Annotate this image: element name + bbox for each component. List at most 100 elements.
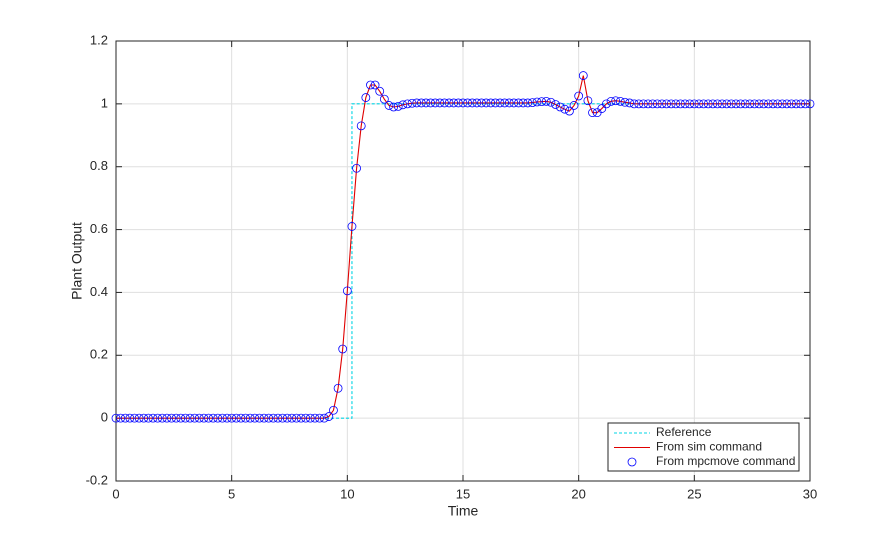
marker — [546, 97, 556, 107]
marker — [185, 413, 195, 423]
marker — [241, 413, 250, 423]
y-tick-label: 0.2 — [90, 347, 108, 362]
x-axis-label: Time — [448, 503, 479, 519]
marker — [370, 80, 380, 90]
marker — [574, 91, 584, 101]
x-tick-label: 30 — [803, 486, 817, 501]
marker — [699, 99, 708, 109]
marker — [435, 98, 445, 108]
marker — [264, 413, 274, 423]
marker — [199, 413, 209, 423]
legend-label: Reference — [656, 425, 712, 439]
marker — [726, 99, 736, 109]
marker — [204, 413, 213, 423]
marker — [514, 98, 523, 108]
marker — [652, 99, 662, 109]
marker — [518, 98, 528, 108]
marker — [194, 413, 204, 423]
marker — [361, 93, 371, 102]
marker — [583, 96, 593, 106]
marker — [643, 99, 653, 109]
marker — [528, 98, 537, 107]
y-tick-label: 0.8 — [90, 158, 108, 173]
marker — [565, 106, 574, 116]
marker — [662, 99, 671, 109]
marker — [222, 413, 232, 423]
marker — [134, 413, 144, 423]
marker — [125, 413, 135, 423]
marker — [208, 413, 218, 423]
marker — [773, 99, 783, 109]
marker — [352, 163, 361, 173]
marker — [713, 99, 722, 109]
marker — [754, 99, 764, 109]
marker — [555, 102, 565, 112]
marker — [763, 99, 773, 109]
marker — [768, 99, 778, 109]
marker — [606, 96, 616, 106]
y-tick-label: -0.2 — [86, 472, 108, 487]
marker — [495, 98, 505, 108]
marker — [689, 99, 699, 109]
marker — [342, 286, 352, 296]
marker — [393, 101, 403, 111]
marker — [430, 98, 440, 108]
marker — [153, 413, 163, 423]
marker — [745, 99, 755, 109]
marker — [398, 100, 408, 110]
marker — [463, 98, 473, 108]
marker — [722, 99, 732, 109]
marker — [218, 413, 227, 423]
marker — [268, 413, 278, 423]
marker — [551, 100, 560, 109]
x-tick-label: 20 — [571, 486, 585, 501]
marker — [486, 98, 496, 108]
marker — [717, 99, 727, 109]
marker — [740, 99, 750, 109]
marker — [648, 99, 658, 109]
marker — [347, 222, 357, 231]
marker — [736, 99, 745, 109]
y-tick-label: 0.6 — [90, 221, 108, 236]
marker — [120, 413, 130, 423]
marker — [305, 413, 315, 423]
marker — [296, 413, 306, 423]
marker — [111, 413, 121, 423]
marker — [629, 99, 639, 109]
legend-label: From mpcmove command — [656, 454, 795, 468]
marker — [504, 98, 514, 108]
marker — [685, 99, 695, 109]
marker — [440, 98, 449, 108]
marker — [245, 413, 255, 423]
marker — [615, 96, 625, 106]
marker — [171, 413, 181, 423]
series-line — [116, 75, 810, 419]
x-tick-label: 10 — [340, 486, 354, 501]
y-tick-label: 0 — [101, 410, 108, 425]
marker — [805, 99, 815, 109]
y-tick-label: 1.2 — [90, 32, 108, 47]
marker — [444, 98, 454, 108]
marker — [759, 99, 769, 109]
marker — [130, 413, 139, 423]
marker — [666, 99, 676, 109]
marker — [273, 413, 283, 423]
marker — [157, 413, 167, 423]
marker — [389, 102, 399, 112]
marker — [287, 413, 297, 423]
marker — [416, 98, 426, 108]
marker — [458, 98, 468, 108]
marker — [597, 104, 607, 113]
marker — [190, 413, 200, 423]
marker — [639, 99, 648, 109]
marker — [116, 413, 126, 423]
marker — [481, 98, 491, 108]
marker — [731, 99, 741, 109]
marker — [750, 99, 759, 109]
marker — [426, 98, 436, 108]
marker — [278, 413, 287, 423]
marker — [379, 94, 389, 104]
marker — [472, 98, 482, 108]
marker — [167, 413, 176, 423]
